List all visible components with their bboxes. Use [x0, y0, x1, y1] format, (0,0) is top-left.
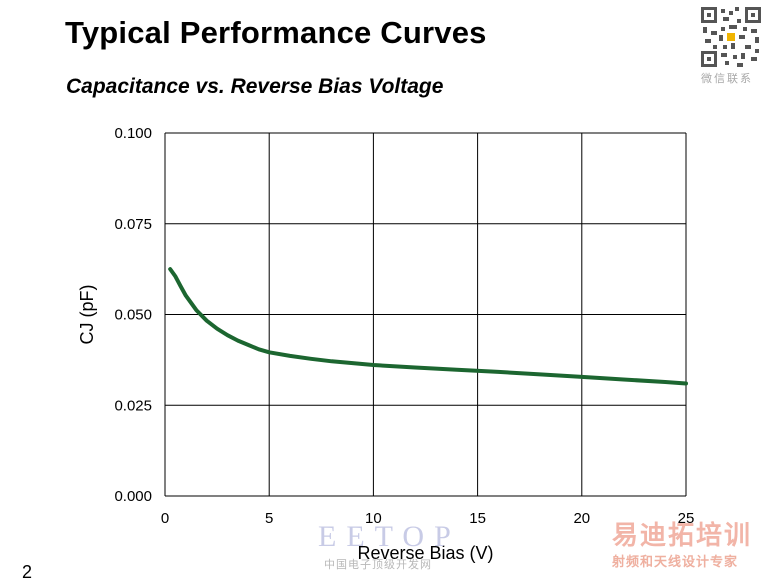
- eetop-watermark: EETOP: [318, 520, 461, 553]
- x-axis-label: Reverse Bias (V): [357, 543, 493, 563]
- chart-gridlines: [164, 132, 687, 497]
- x-tick-label: 25: [678, 510, 695, 527]
- page-number: 2: [22, 562, 33, 582]
- x-tick-label: 10: [365, 510, 382, 527]
- y-tick-label: 0.000: [114, 488, 152, 505]
- y-tick-label: 0.025: [114, 397, 152, 414]
- y-tick-label: 0.075: [114, 216, 152, 233]
- qr-code-image: [699, 5, 763, 69]
- capacitance-curve-line: [168, 267, 688, 386]
- x-tick-label: 5: [265, 510, 273, 527]
- chart-subtitle: Capacitance vs. Reverse Bias Voltage: [66, 75, 444, 98]
- training-watermark-caption: 射频和天线设计专家: [612, 554, 739, 569]
- chart-tick-labels: 0 5 10 15 20 25 0.100 0.075 0.050 0.025 0.000: [114, 125, 694, 527]
- qr-caption: 微信联系: [701, 73, 753, 85]
- y-tick-label: 0.050: [114, 307, 152, 324]
- x-tick-label: 15: [469, 510, 486, 527]
- training-watermark: 易迪拓培训: [612, 520, 753, 550]
- x-tick-label: 0: [161, 510, 169, 527]
- y-tick-label: 0.100: [114, 125, 152, 142]
- y-axis-label: CJ (pF): [77, 285, 97, 345]
- x-tick-label: 20: [573, 510, 590, 527]
- eetop-watermark-caption: 中国电子顶级开发网: [324, 559, 432, 571]
- page-title: Typical Performance Curves: [65, 15, 487, 50]
